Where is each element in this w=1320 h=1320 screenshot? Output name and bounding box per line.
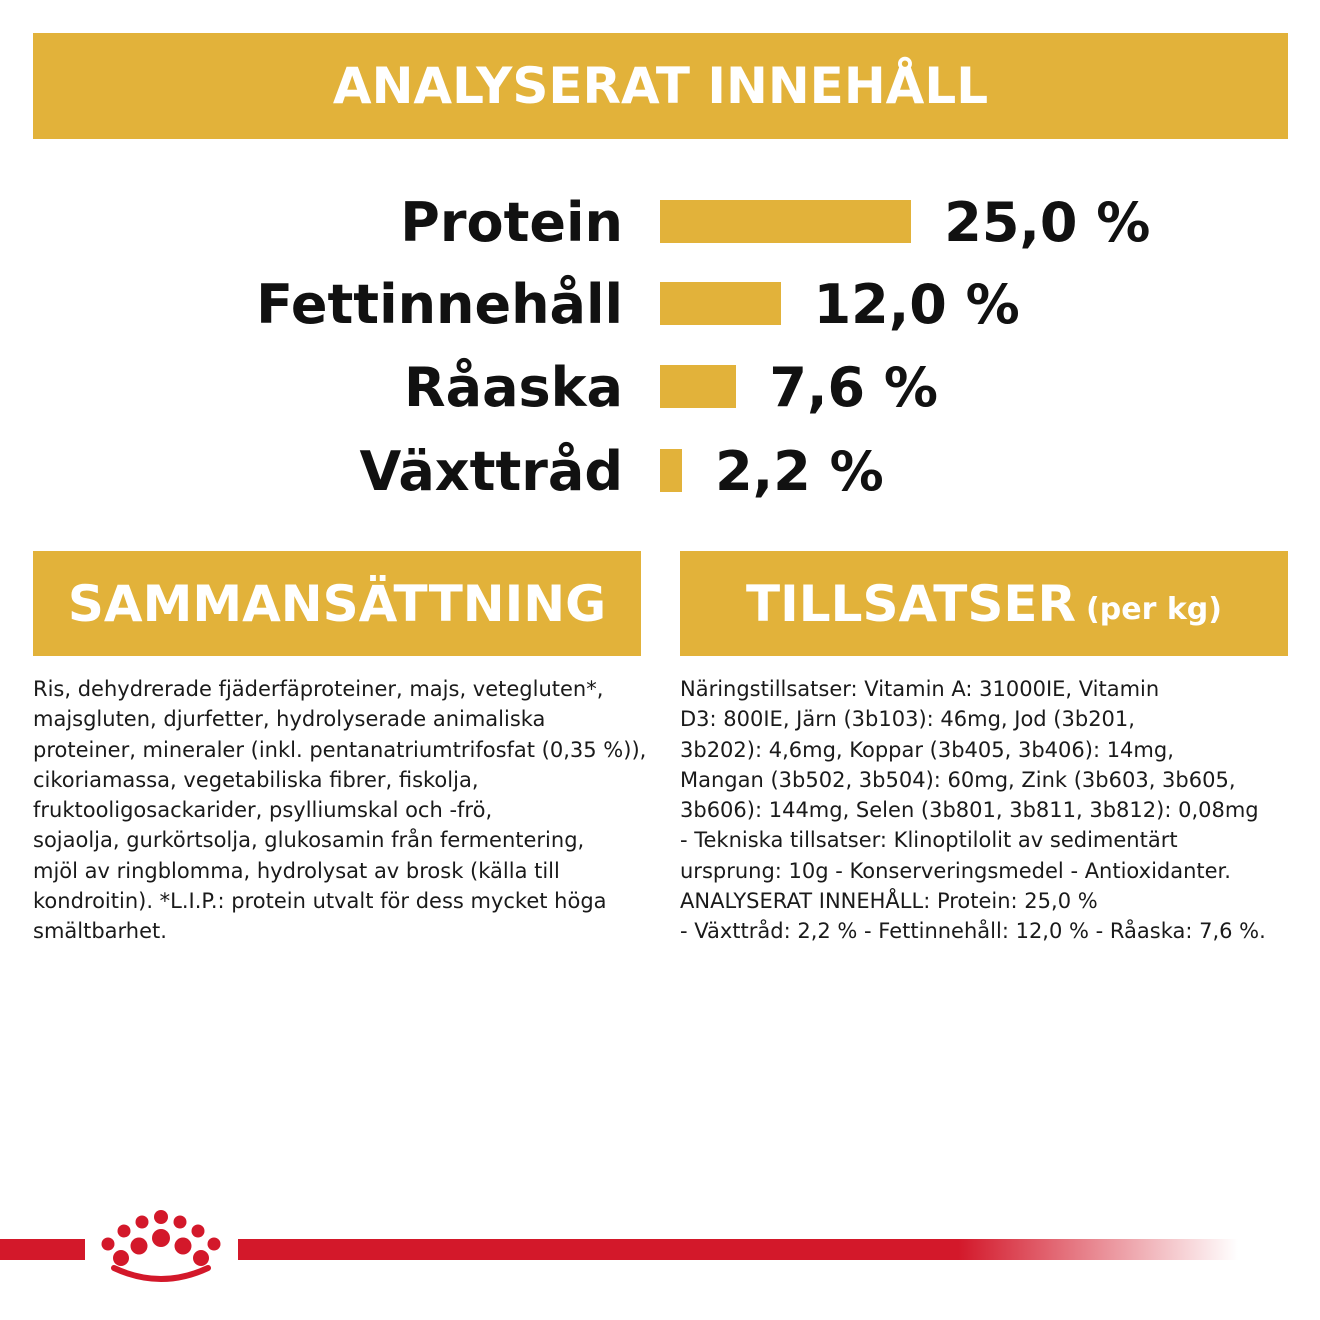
composition-text: Ris, dehydrerade fjäderfäproteiner, majs… (33, 674, 648, 947)
additives-line: ANALYSERAT INNEHÅLL: Protein: 25,0 % (680, 889, 1098, 914)
composition-line: majsgluten, djurfetter, hydrolyserade an… (33, 707, 546, 732)
analysis-label: Fettinnehåll (256, 273, 623, 336)
analysis-label: Protein (400, 191, 623, 254)
composition-line: cikoriamassa, vegetabiliska fibrer, fisk… (33, 767, 479, 792)
analysis-value: 7,6 % (769, 356, 938, 419)
analysis-row-fibre: Växttråd 2,2 % (0, 437, 1320, 507)
composition-line: mjöl av ringblomma, hydrolysat av brosk … (33, 858, 560, 883)
composition-line: fruktooligosackarider, psylliumskal och … (33, 798, 493, 823)
additives-line: Näringstillsatser: Vitamin A: 31000IE, V… (680, 677, 1160, 701)
analysis-row-fat: Fettinnehåll 12,0 % (0, 270, 1320, 340)
additives-line: ursprung: 10g - Konserveringsmedel - Ant… (680, 858, 1231, 883)
additives-line: Mangan (3b502, 3b504): 60mg, Zink (3b603… (680, 767, 1236, 792)
analysis-row-ash: Råaska 7,6 % (0, 353, 1320, 423)
royal-canin-crown-icon (101, 1210, 221, 1282)
additives-title-suffix: (per kg) (1086, 592, 1222, 627)
footer-red-line-left (0, 1239, 85, 1260)
analysis-title: ANALYSERAT INNEHÅLL (332, 57, 989, 115)
additives-title: TILLSATSER (746, 574, 1077, 633)
analysis-value: 12,0 % (813, 273, 1020, 336)
additives-header-banner: TILLSATSER (per kg) (680, 551, 1288, 656)
analysis-bar (660, 282, 781, 325)
composition-line: Ris, dehydrerade fjäderfäproteiner, majs… (33, 677, 604, 701)
composition-line: kondroitin). *L.I.P.: protein utvalt för… (33, 889, 607, 914)
footer-red-line-right (238, 1239, 1238, 1260)
additives-text: Näringstillsatser: Vitamin A: 31000IE, V… (680, 674, 1290, 947)
analysis-value: 2,2 % (715, 440, 884, 503)
composition-line: smältbarhet. (33, 919, 167, 944)
analysis-value: 25,0 % (944, 191, 1151, 254)
additives-line: D3: 800IE, Järn (3b103): 46mg, Jod (3b20… (680, 707, 1135, 732)
additives-line: - Tekniska tillsatser: Klinoptilolit av … (680, 828, 1178, 853)
analysis-label: Råaska (404, 356, 623, 419)
analysis-header-banner: ANALYSERAT INNEHÅLL (33, 33, 1288, 139)
composition-line: sojaolja, gurkörtsolja, glukosamin från … (33, 828, 585, 853)
additives-line: 3b606): 144mg, Selen (3b801, 3b811, 3b81… (680, 798, 1259, 823)
additives-line: - Växttråd: 2,2 % - Fettinnehåll: 12,0 %… (680, 919, 1266, 944)
additives-line: 3b202): 4,6mg, Koppar (3b405, 3b406): 14… (680, 737, 1174, 762)
analysis-row-protein: Protein 25,0 % (0, 188, 1320, 258)
analysis-label: Växttråd (359, 440, 623, 503)
composition-header-banner: SAMMANSÄTTNING (33, 551, 641, 656)
analysis-bar (660, 449, 683, 492)
composition-line: proteiner, mineraler (inkl. pentanatrium… (33, 737, 647, 762)
analysis-bar (660, 200, 912, 243)
analysis-bar (660, 365, 737, 408)
composition-title: SAMMANSÄTTNING (67, 574, 607, 633)
